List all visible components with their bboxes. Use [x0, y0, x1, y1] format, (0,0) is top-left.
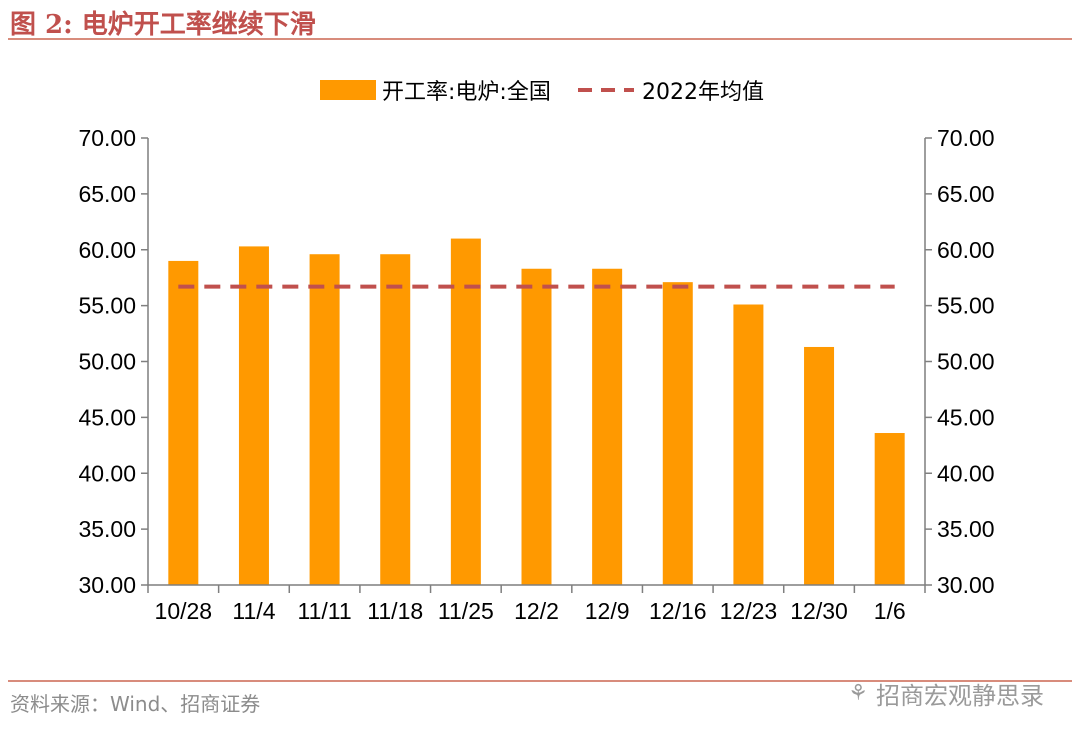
legend-label-bar: 开工率:电炉:全国 — [382, 80, 551, 105]
bar-8 — [733, 304, 764, 585]
x-tick-label: 12/2 — [514, 598, 559, 624]
bar-6 — [592, 268, 623, 585]
bar-3 — [380, 254, 411, 585]
x-tick-label: 11/4 — [232, 598, 275, 624]
x-tick-label: 12/16 — [649, 598, 707, 624]
y-tick-label-left: 60.00 — [78, 237, 136, 263]
bar-4 — [450, 238, 481, 585]
y-tick-label-left: 40.00 — [78, 460, 136, 486]
legend-label-line: 2022年均值 — [642, 80, 764, 105]
bar-0 — [168, 260, 199, 585]
bar-9 — [804, 346, 835, 585]
y-tick-label-right: 35.00 — [937, 516, 995, 542]
y-tick-label-right: 65.00 — [937, 181, 995, 207]
wechat-icon: ⚘ — [848, 681, 868, 706]
y-tick-label-right: 55.00 — [937, 293, 995, 319]
x-tick-label: 12/9 — [585, 598, 630, 624]
y-tick-label-left: 30.00 — [78, 572, 136, 598]
legend-swatch-bar — [320, 80, 376, 100]
chart: 30.00 35.00 40.00 45.00 50.00 55.00 60.00 65.00… — [78, 80, 995, 624]
y-tick-label-right: 70.00 — [937, 125, 995, 151]
watermark-text: 招商宏观静思录 — [876, 682, 1044, 710]
watermark: ⚘ 招商宏观静思录 — [848, 676, 1044, 711]
x-tick-label: 11/25 — [438, 598, 494, 624]
y-tick-label-left: 35.00 — [78, 516, 136, 542]
y-tick-label-left: 65.00 — [78, 181, 136, 207]
bar-10 — [874, 433, 905, 585]
title-divider — [8, 38, 1072, 40]
bar-5 — [521, 268, 552, 585]
footer-divider — [8, 680, 1072, 682]
x-tick-label: 1/6 — [874, 598, 906, 624]
bar-7 — [662, 282, 693, 585]
x-tick-label: 10/28 — [155, 598, 213, 624]
y-tick-label-right: 30.00 — [937, 572, 995, 598]
y-tick-label-left: 45.00 — [78, 404, 136, 430]
y-tick-label-right: 50.00 — [937, 349, 995, 375]
bar-1 — [238, 246, 269, 585]
figure-title: 图 2: 电炉开工率继续下滑 — [10, 10, 316, 40]
y-tick-label-right: 60.00 — [937, 237, 995, 263]
bar-2 — [309, 254, 340, 585]
y-tick-label-left: 70.00 — [78, 125, 136, 151]
x-tick-label: 11/11 — [298, 598, 352, 624]
y-tick-label-left: 55.00 — [78, 293, 136, 319]
y-tick-label-right: 45.00 — [937, 404, 995, 430]
source-note: 资料来源：Wind、招商证券 — [10, 692, 261, 716]
x-tick-label: 11/18 — [367, 598, 423, 624]
x-tick-label: 12/23 — [720, 598, 778, 624]
y-tick-label-right: 40.00 — [937, 460, 995, 486]
x-tick-label: 12/30 — [790, 598, 848, 624]
y-tick-label-left: 50.00 — [78, 349, 136, 375]
